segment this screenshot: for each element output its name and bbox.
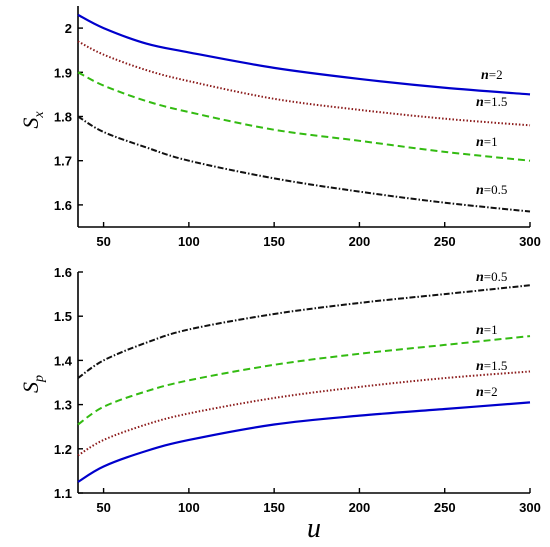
y-tick-label: 1.3 xyxy=(54,398,72,413)
series-label: n=0.5 xyxy=(476,269,507,285)
x-tick-label: 150 xyxy=(263,234,285,249)
series-label: n=0.5 xyxy=(476,182,507,198)
y-tick-label: 1.9 xyxy=(54,65,72,80)
x-tick-label: 50 xyxy=(96,500,110,515)
series-label: n=1 xyxy=(476,134,498,150)
y-tick-label: 1.5 xyxy=(54,309,72,324)
series-line-n-1 xyxy=(77,335,531,426)
x-tick-label: 300 xyxy=(519,500,541,515)
x-tick-label: 200 xyxy=(349,500,371,515)
series-line-n-1p5 xyxy=(77,370,531,457)
x-tick-label: 300 xyxy=(519,234,541,249)
series-label: n=1.5 xyxy=(476,358,507,374)
x-tick-label: 250 xyxy=(434,234,456,249)
series-line-n-2 xyxy=(77,401,531,483)
series-line-n-1 xyxy=(77,71,531,162)
x-tick-label: 100 xyxy=(178,500,200,515)
series-line-n-0p5 xyxy=(77,115,531,213)
x-axis-label: u xyxy=(307,513,321,544)
series-line-n-2 xyxy=(77,13,531,96)
series-line-n-0p5 xyxy=(77,284,531,379)
series-label: n=1 xyxy=(476,322,498,338)
x-tick-label: 150 xyxy=(263,500,285,515)
x-tick-label: 250 xyxy=(434,500,456,515)
x-tick-label: 100 xyxy=(178,234,200,249)
series-label: n=1.5 xyxy=(476,94,507,110)
y-tick-label: 1.8 xyxy=(54,110,72,125)
y-tick-label: 1.4 xyxy=(54,353,73,368)
series-line-n-1p5 xyxy=(77,40,531,127)
bottom-panel-sp: 50 100 150 200 250 300 1.1 1.2 1.3 1.4 1.5 1.6 Sp u n=… xyxy=(18,265,541,544)
y-tick-label: 1.2 xyxy=(54,442,72,457)
y-tick-label: 1.7 xyxy=(54,154,72,169)
y-tick-label: 1.6 xyxy=(54,198,72,213)
y-axis-label: Sx xyxy=(18,111,47,129)
x-tick-label: 50 xyxy=(96,234,110,249)
y-tick-label: 1.6 xyxy=(54,265,72,280)
y-axis-label: Sp xyxy=(18,375,47,393)
series-label: n=2 xyxy=(476,384,498,400)
y-tick-label: 1.1 xyxy=(54,486,72,501)
top-panel-sx: 50 100 150 200 250 300 1.6 1.7 1.8 1.9 2 Sx n=2 n=1.5… xyxy=(18,6,541,249)
x-tick-label: 200 xyxy=(349,234,371,249)
series-label: n=2 xyxy=(481,67,503,83)
y-tick-label: 2 xyxy=(65,21,72,36)
